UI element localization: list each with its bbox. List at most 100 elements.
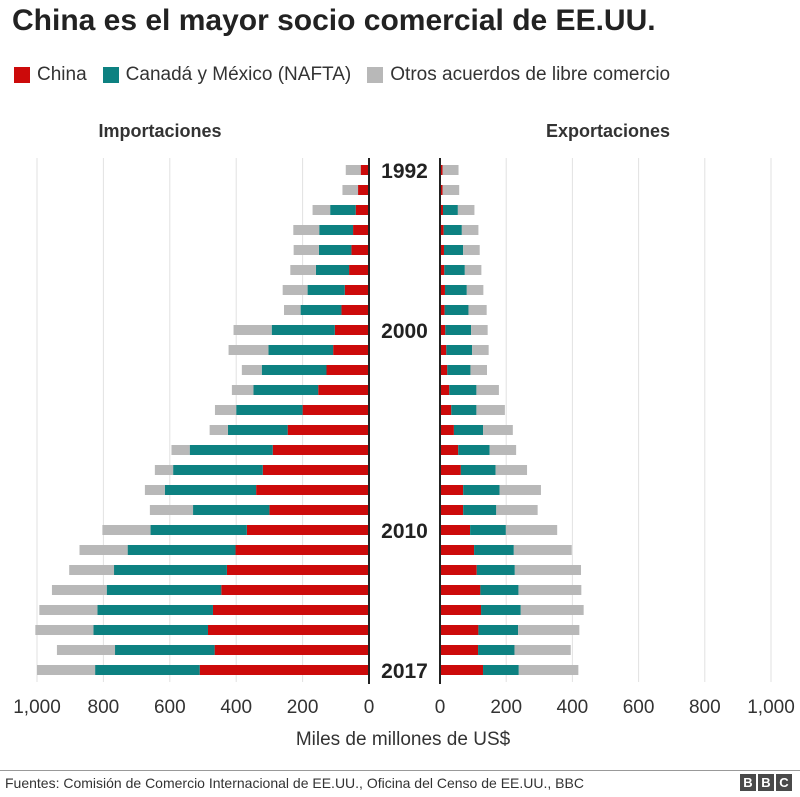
legend-label-nafta: Canadá y México (NAFTA) (125, 64, 352, 85)
import-bar-nafta (271, 325, 335, 335)
export-bar-other-fta (518, 585, 582, 595)
export-bar-other-fta (520, 605, 584, 615)
import-bar-nafta (106, 585, 222, 595)
exports-heading: Exportaciones (546, 121, 670, 141)
export-bar-nafta (478, 625, 519, 635)
import-bar-china (333, 345, 369, 355)
export-bar-china (440, 165, 443, 175)
export-bar-china (440, 445, 459, 455)
import-bar-other-fta (233, 325, 272, 335)
legend-item-china: China (14, 64, 87, 86)
import-bar-nafta (236, 405, 303, 415)
import-bar-china (360, 165, 369, 175)
import-bar-china (344, 285, 369, 295)
bbc-logo-letter: C (776, 774, 792, 791)
export-bar-other-fta (489, 445, 517, 455)
import-bar-china (326, 365, 369, 375)
import-bar-other-fta (231, 385, 254, 395)
export-bar-other-fta (518, 625, 580, 635)
legend-label-china: China (37, 64, 87, 85)
export-bar-other-fta (505, 525, 558, 535)
export-bar-other-fta (514, 565, 582, 575)
legend: China Canadá y México (NAFTA) Otros acue… (14, 64, 686, 86)
import-bar-other-fta (69, 565, 115, 575)
imports-tick-label: 400 (220, 697, 252, 718)
import-bar-nafta (330, 205, 356, 215)
export-bar-china (440, 605, 482, 615)
import-bar-china (318, 385, 369, 395)
import-bar-nafta (307, 285, 345, 295)
import-bar-china (235, 545, 369, 555)
year-label: 2010 (381, 520, 428, 543)
import-bar-other-fta (56, 645, 116, 655)
import-bar-nafta (164, 485, 257, 495)
export-bar-other-fta (468, 305, 487, 315)
import-bar-nafta (300, 305, 342, 315)
export-bar-other-fta (471, 325, 488, 335)
exports-tick-label: 400 (557, 697, 589, 718)
import-bar-other-fta (171, 445, 190, 455)
year-label-bg (374, 657, 435, 681)
import-bar-china (246, 525, 369, 535)
export-bar-nafta (444, 285, 467, 295)
export-bar-china (440, 525, 471, 535)
export-bar-china (440, 305, 445, 315)
export-bar-other-fta (461, 225, 479, 235)
import-bar-china (353, 225, 369, 235)
export-bar-china (440, 485, 464, 495)
export-bar-nafta (445, 325, 472, 335)
export-bar-nafta (483, 665, 519, 675)
import-bar-nafta (193, 505, 270, 515)
export-bar-nafta (444, 265, 465, 275)
export-bar-other-fta (472, 345, 489, 355)
import-bar-nafta (189, 445, 273, 455)
export-bar-other-fta (518, 665, 579, 675)
import-bar-china (207, 625, 369, 635)
chart-title: China es el mayor socio comercial de EE.… (12, 4, 656, 37)
export-bar-china (440, 285, 445, 295)
import-bar-other-fta (241, 365, 262, 375)
import-bar-other-fta (312, 205, 331, 215)
export-bar-other-fta (483, 425, 513, 435)
exports-tick-label: 800 (689, 697, 721, 718)
export-bar-nafta (443, 225, 462, 235)
export-bar-nafta (447, 365, 471, 375)
legend-swatch-other-fta (367, 67, 384, 83)
import-bar-nafta (114, 565, 227, 575)
import-bar-other-fta (51, 585, 107, 595)
export-bar-other-fta (495, 465, 528, 475)
import-bar-nafta (150, 525, 247, 535)
legend-swatch-china (14, 67, 30, 83)
export-bar-china (440, 245, 444, 255)
export-bar-china (440, 225, 444, 235)
import-bar-china (355, 205, 369, 215)
import-bar-other-fta (282, 285, 308, 295)
legend-item-other-fta: Otros acuerdos de libre comercio (367, 64, 670, 86)
import-bar-nafta (261, 365, 327, 375)
import-bar-other-fta (144, 485, 165, 495)
import-bar-other-fta (290, 265, 316, 275)
import-bar-china (256, 485, 369, 495)
export-bar-nafta (458, 445, 490, 455)
export-bar-nafta (478, 645, 515, 655)
year-label-bg (374, 517, 435, 541)
footer-divider (0, 770, 800, 771)
import-bar-china (221, 585, 369, 595)
export-bar-china (440, 565, 477, 575)
import-bar-other-fta (209, 425, 228, 435)
x-axis-label: Miles de millones de US$ (296, 729, 511, 750)
year-label-bg (374, 317, 435, 341)
export-bar-other-fta (442, 185, 460, 195)
export-bar-china (440, 665, 484, 675)
exports-tick-label: 1,000 (747, 697, 795, 718)
imports-tick-label: 200 (287, 697, 319, 718)
exports-tick-label: 0 (435, 697, 446, 718)
import-bar-nafta (97, 605, 213, 615)
import-bar-other-fta (102, 525, 151, 535)
import-bar-china (341, 305, 369, 315)
export-bar-other-fta (513, 545, 572, 555)
export-bar-other-fta (442, 165, 459, 175)
import-bar-nafta (95, 665, 200, 675)
export-bar-other-fta (514, 645, 571, 655)
